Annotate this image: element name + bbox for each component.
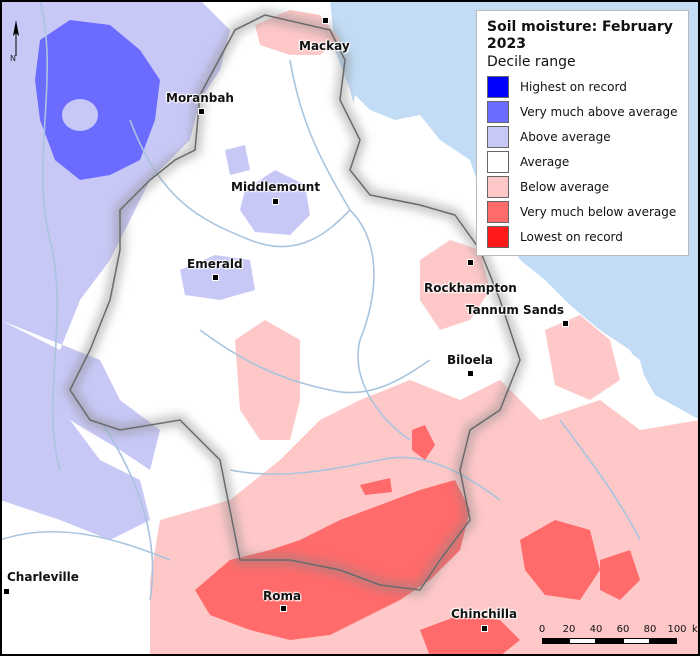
legend-item: Above average — [487, 124, 678, 149]
very-much-below-average-se — [600, 550, 640, 600]
town-label-middlemount: Middlemount — [231, 180, 321, 194]
very-much-above-average — [35, 20, 160, 180]
inner-above-patch — [62, 99, 98, 131]
town-label-moranbah: Moranbah — [166, 91, 234, 105]
town-label-mackay: Mackay — [299, 39, 350, 53]
scale-segment — [596, 638, 623, 644]
town-marker-tannum-sands — [562, 320, 569, 327]
legend-item-label: Below average — [520, 179, 610, 194]
scale-unit: km — [692, 624, 700, 635]
below-average-central — [235, 320, 300, 440]
town-marker-biloela — [467, 370, 474, 377]
legend-item-label: Lowest on record — [520, 229, 623, 244]
legend-swatch — [487, 100, 509, 123]
legend-item: Very much below average — [487, 199, 678, 224]
legend-item: Average — [487, 149, 678, 174]
legend-swatch — [487, 75, 509, 98]
below-average-east — [545, 315, 620, 400]
legend-item: Below average — [487, 174, 678, 199]
scale-segment — [650, 638, 677, 644]
legend-item: Very much above average — [487, 99, 678, 124]
legend: Soil moisture: February 2023 Decile rang… — [476, 10, 689, 256]
legend-item-label: Very much below average — [520, 204, 677, 219]
very-much-below-average-east — [520, 520, 600, 600]
legend-swatch — [487, 200, 509, 223]
scale-segment — [569, 638, 596, 644]
legend-item: Highest on record — [487, 74, 678, 99]
town-marker-rockhampton — [467, 259, 474, 266]
scale-tick-label: 20 — [562, 624, 576, 635]
legend-swatch — [487, 225, 509, 248]
scale-segment — [623, 638, 650, 644]
town-marker-middlemount — [272, 198, 279, 205]
very-much-below-average-spot-2 — [360, 478, 392, 495]
legend-item: Lowest on record — [487, 224, 678, 249]
town-label-emerald: Emerald — [187, 257, 243, 271]
very-much-below-average-spot — [412, 425, 435, 460]
scale-tick-label: 40 — [589, 624, 603, 635]
legend-item-label: Highest on record — [520, 79, 627, 94]
legend-items: Highest on record Very much above averag… — [487, 74, 678, 249]
legend-swatch — [487, 175, 509, 198]
town-label-roma: Roma — [263, 589, 302, 603]
legend-subtitle: Decile range — [487, 54, 576, 70]
scale-tick-label: 60 — [616, 624, 630, 635]
town-marker-moranbah — [198, 108, 205, 115]
town-label-tannum-sands: Tannum Sands — [466, 303, 565, 317]
north-arrow-icon — [13, 20, 19, 56]
scale-tick-label: 0 — [538, 624, 546, 635]
very-much-below-average-chinchilla — [420, 615, 520, 656]
legend-item-label: Above average — [520, 129, 611, 144]
town-label-chinchilla: Chinchilla — [451, 607, 518, 621]
legend-title: Soil moisture: February 2023 — [487, 19, 673, 52]
legend-swatch — [487, 125, 509, 148]
above-average-south — [0, 320, 150, 540]
legend-item-label: Average — [520, 154, 570, 169]
scale-segment — [542, 638, 569, 644]
scale-tick-label: 80 — [643, 624, 657, 635]
region-boundary — [69, 14, 521, 591]
scale-tick-label: 100 — [667, 624, 687, 635]
legend-item-label: Very much above average — [520, 104, 678, 119]
north-label: N — [10, 54, 16, 63]
town-marker-roma — [280, 605, 287, 612]
town-marker-charleville — [3, 588, 10, 595]
town-label-rockhampton: Rockhampton — [424, 281, 517, 295]
rivers — [0, 0, 641, 601]
above-average-moranbah — [225, 145, 250, 175]
very-much-below-average-roma — [195, 480, 470, 640]
town-label-biloela: Biloela — [447, 353, 493, 367]
town-marker-chinchilla — [481, 625, 488, 632]
town-marker-emerald — [212, 274, 219, 281]
town-label-charleville: Charleville — [7, 570, 79, 584]
legend-swatch — [487, 150, 509, 173]
town-marker-mackay — [322, 17, 329, 24]
